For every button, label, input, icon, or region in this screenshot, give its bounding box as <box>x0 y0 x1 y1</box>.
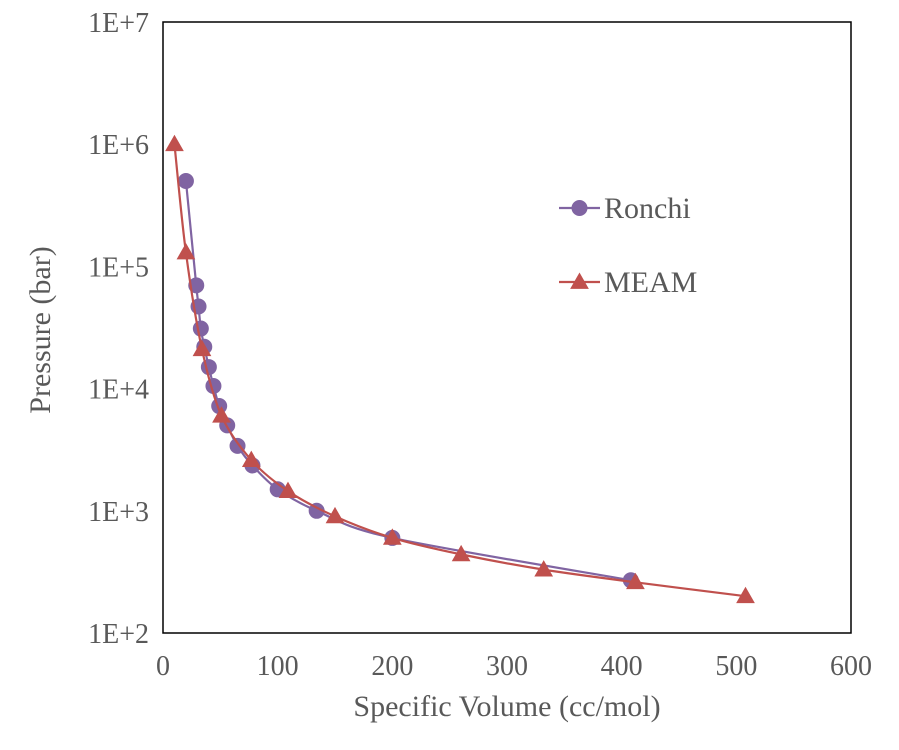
y-tick-label: 1E+4 <box>88 375 149 406</box>
ronchi-data-point <box>192 320 209 337</box>
x-tick-label: 600 <box>830 651 872 682</box>
legend-item-ronchi: Ronchi <box>559 192 691 225</box>
meam-data-point <box>241 450 261 467</box>
series-layer <box>165 134 755 604</box>
x-axis-title: Specific Volume (cc/mol) <box>353 690 660 723</box>
plot-area-frame <box>162 21 852 634</box>
y-tick-label: 1E+3 <box>88 497 149 528</box>
meam-data-point <box>165 134 184 152</box>
meam-data-point <box>736 586 755 604</box>
meam-data-point <box>626 572 645 590</box>
legend-label-meam: MEAM <box>604 266 697 299</box>
meam-data-point <box>382 528 402 545</box>
x-tick-label: 0 <box>156 651 170 682</box>
x-tick-label: 100 <box>257 651 299 682</box>
x-axis-ticks: 0 100 200 300 400 500 600 <box>156 651 872 682</box>
series-line-meam <box>173 144 746 598</box>
y-axis-title: Pressure (bar) <box>24 246 57 413</box>
y-tick-label: 1E+7 <box>88 8 149 39</box>
legend-marker-ronchi <box>571 200 588 216</box>
ronchi-data-point <box>200 359 217 376</box>
legend-item-meam: MEAM <box>559 266 697 299</box>
ronchi-data-point <box>177 172 194 189</box>
series-meam <box>165 134 755 604</box>
y-tick-label: 1E+2 <box>88 619 149 650</box>
meam-data-point <box>278 481 298 498</box>
legend-marker-meam <box>570 272 589 289</box>
x-tick-label: 500 <box>715 651 757 682</box>
y-axis-ticks: 1E+2 1E+3 1E+4 1E+5 1E+6 1E+7 <box>88 8 149 650</box>
x-tick-label: 300 <box>486 651 528 682</box>
meam-data-point <box>192 339 212 357</box>
x-tick-label: 400 <box>601 651 643 682</box>
legend-label-ronchi: Ronchi <box>604 192 691 225</box>
legend: Ronchi MEAM <box>559 192 697 299</box>
meam-data-point <box>212 406 231 423</box>
meam-data-point <box>176 242 196 260</box>
y-tick-label: 1E+5 <box>88 252 149 283</box>
ronchi-data-point <box>188 277 205 294</box>
y-tick-label: 1E+6 <box>88 130 149 161</box>
meam-data-point <box>325 506 345 524</box>
meam-data-point <box>534 560 554 577</box>
meam-data-point <box>451 544 471 562</box>
x-tick-label: 200 <box>371 651 413 682</box>
